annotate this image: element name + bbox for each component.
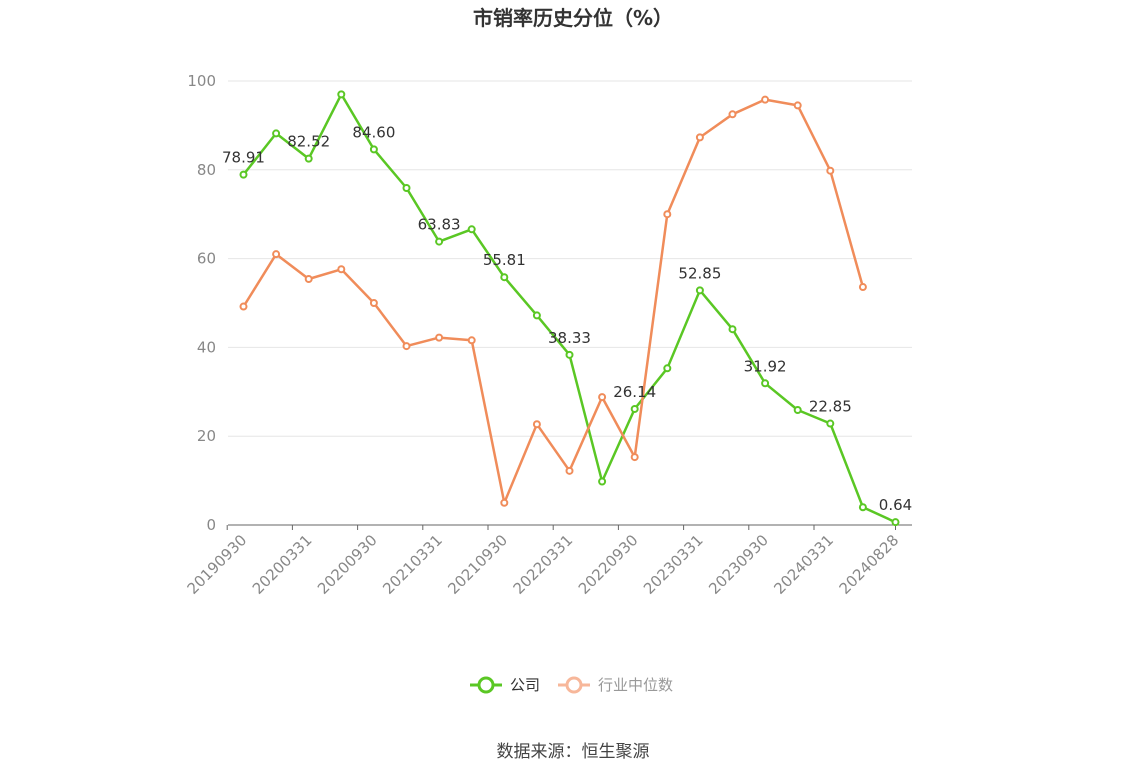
- data-point: [761, 379, 770, 388]
- data-point: [630, 453, 639, 462]
- x-tick-label: 20200331: [249, 531, 316, 598]
- data-point: [891, 518, 900, 527]
- data-label: 52.85: [678, 264, 721, 282]
- data-point: [728, 110, 737, 119]
- data-label: 26.14: [613, 383, 656, 401]
- data-point: [435, 333, 444, 342]
- legend-item-industry-median[interactable]: 行业中位数: [558, 676, 673, 694]
- y-tick-label: 60: [197, 250, 216, 268]
- series-company: [239, 90, 900, 527]
- data-point: [663, 364, 672, 373]
- data-point: [532, 420, 541, 429]
- data-labels: 78.91 82.52 84.60 63.83 55.81 38.33 26.14 52.85…: [222, 123, 912, 514]
- x-tick-label: 20210331: [379, 531, 446, 598]
- data-point: [565, 350, 574, 359]
- data-point: [369, 299, 378, 307]
- data-point: [435, 237, 444, 246]
- data-label: 31.92: [744, 357, 787, 375]
- data-point: [728, 325, 737, 334]
- series-line: [242, 93, 897, 524]
- data-point: [369, 145, 378, 154]
- x-tick-label: 20240331: [770, 531, 837, 598]
- data-point: [337, 265, 346, 274]
- y-tick-label: 20: [197, 427, 216, 445]
- data-point: [858, 503, 867, 512]
- data-point: [565, 466, 574, 475]
- y-tick-label: 0: [206, 516, 216, 534]
- x-tick-label: 20230331: [640, 531, 707, 598]
- data-point: [826, 419, 835, 428]
- data-point: [858, 283, 867, 292]
- data-point: [695, 286, 704, 295]
- chart-title: 市销率历史分位（%）: [473, 6, 673, 30]
- data-point: [663, 210, 672, 219]
- x-tick-label: 20240828: [836, 531, 903, 598]
- data-point: [467, 336, 476, 345]
- data-point: [337, 90, 346, 99]
- legend-industry-label: 行业中位数: [598, 676, 673, 694]
- x-tick-label: 20210930: [444, 531, 511, 598]
- data-point: [826, 166, 835, 175]
- y-tick-label: 100: [187, 72, 216, 90]
- data-label: 84.60: [352, 123, 395, 141]
- data-point: [239, 302, 248, 311]
- data-point: [304, 154, 313, 163]
- data-point: [239, 170, 248, 179]
- series-industry-median: [239, 95, 867, 507]
- data-point: [467, 225, 476, 234]
- data-point: [793, 406, 802, 415]
- legend-company-marker: [477, 676, 495, 694]
- data-label: 38.33: [548, 329, 591, 347]
- x-tick-label: 20220930: [575, 531, 642, 598]
- series-line: [242, 98, 865, 505]
- grid-lines: [228, 80, 912, 437]
- data-point: [598, 393, 607, 402]
- y-axis: 0 20 40 60 80 100: [187, 72, 216, 534]
- data-point: [532, 311, 541, 320]
- data-label: 0.64: [879, 496, 912, 514]
- x-tick-label: 20190930: [184, 531, 251, 598]
- data-point: [500, 498, 509, 507]
- y-tick-label: 40: [197, 338, 216, 356]
- data-point: [598, 477, 607, 486]
- data-point: [695, 133, 704, 142]
- legend-company-label: 公司: [510, 676, 540, 694]
- legend: 公司 行业中位数: [470, 676, 673, 694]
- data-source: 数据来源：恒生聚源: [497, 742, 650, 762]
- x-tick-label: 20230930: [705, 531, 772, 598]
- data-point: [272, 250, 281, 259]
- data-label: 22.85: [809, 398, 852, 416]
- x-tick-label: 20220331: [510, 531, 577, 598]
- y-tick-label: 80: [197, 161, 216, 179]
- data-point: [272, 129, 281, 138]
- data-label: 78.91: [222, 149, 265, 167]
- data-point: [402, 342, 411, 351]
- data-point: [761, 95, 770, 104]
- data-point: [793, 101, 802, 110]
- data-label: 63.83: [418, 216, 461, 234]
- legend-item-company[interactable]: 公司: [470, 676, 540, 694]
- legend-industry-marker: [565, 676, 583, 694]
- data-point: [304, 275, 313, 284]
- x-tick-label: 20200930: [314, 531, 381, 598]
- x-axis: 2019093020200331202009302021033120210930…: [184, 524, 912, 598]
- data-label: 55.81: [483, 251, 526, 269]
- data-point: [630, 404, 639, 413]
- data-label: 82.52: [287, 133, 330, 151]
- series-layer: [239, 90, 900, 527]
- data-point: [500, 273, 509, 282]
- data-point: [402, 184, 411, 193]
